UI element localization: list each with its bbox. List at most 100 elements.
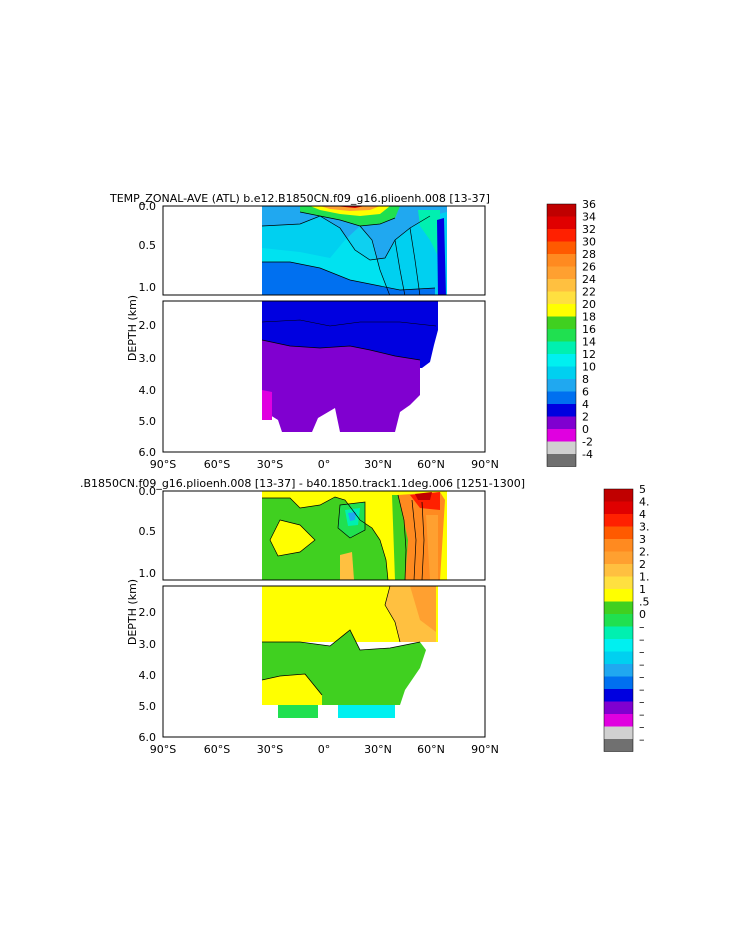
colorbar-1-label-19: -2: [582, 436, 593, 449]
colorbar-1-swatch-7: [547, 291, 576, 304]
colorbar-2-swatch-8: [604, 589, 633, 602]
colorbar-1-label-13: 10: [582, 361, 596, 374]
colorbar-1-label-4: 28: [582, 248, 596, 261]
colorbar-1-label-3: 30: [582, 236, 596, 249]
panel-2-lower-frame: [162, 585, 486, 738]
colorbar-2-swatch-9: [604, 601, 633, 614]
colorbar-2-label-2: 4: [639, 508, 646, 521]
p1-ytick-0: 0.0: [139, 200, 157, 213]
colorbar-2-label-10: 0: [639, 608, 646, 621]
colorbar-1-swatch-2: [547, 229, 576, 242]
colorbar-2-label-4: 3: [639, 533, 646, 546]
colorbar-2-label-6: 2: [639, 558, 646, 571]
panel-1-lower-frame: [162, 300, 486, 453]
colorbar-1-swatch-0: [547, 204, 576, 217]
colorbar-2-label-1: 4.: [639, 496, 650, 509]
colorbar-2-label-7: 1.: [639, 571, 650, 584]
colorbar-2-frame: [603, 488, 634, 752]
p2-ytick-6: 5.0: [139, 700, 157, 713]
p1-xtick-3: 0°: [318, 458, 331, 471]
colorbar-1-swatch-16: [547, 404, 576, 417]
colorbar-1-label-0: 36: [582, 198, 596, 211]
colorbar-2-label-12: –: [639, 633, 645, 646]
colorbar-1-swatch-8: [547, 304, 576, 317]
colorbar-2-swatch-7: [604, 576, 633, 589]
colorbar-1-label-10: 16: [582, 323, 596, 336]
p2-ytick-3: 2.0: [139, 606, 157, 619]
colorbar-1-label-6: 24: [582, 273, 596, 286]
panel-2-colorbar: 54.43.32.21.1.50––––––––––: [603, 483, 650, 752]
colorbar-1-swatch-15: [547, 391, 576, 404]
colorbar-1-label-11: 14: [582, 336, 596, 349]
colorbar-2-label-17: –: [639, 696, 645, 709]
p1-xtick-0: 90°S: [150, 458, 176, 471]
colorbar-2-label-20: –: [639, 733, 645, 746]
colorbar-1-swatch-10: [547, 329, 576, 342]
p1-ytick-5: 4.0: [139, 384, 157, 397]
colorbar-2-swatch-16: [604, 689, 633, 702]
p1-xtick-5: 60°N: [417, 458, 445, 471]
p2-xtick-2: 30°S: [257, 743, 283, 756]
p2-ytick-5: 4.0: [139, 669, 157, 682]
colorbar-2-swatch-10: [604, 614, 633, 627]
colorbar-1-swatch-14: [547, 379, 576, 392]
colorbar-1-swatch-19: [547, 441, 576, 454]
panel-2-upper-frame: [162, 490, 486, 581]
colorbar-2-swatch-17: [604, 701, 633, 714]
colorbar-1-label-17: 2: [582, 411, 589, 424]
p1-xtick-4: 30°N: [364, 458, 392, 471]
panel-1-lower-field: [261, 301, 438, 432]
colorbar-1-label-12: 12: [582, 348, 596, 361]
colorbar-2-swatch-1: [604, 501, 633, 514]
panel-2-lower-field: [261, 586, 438, 718]
colorbar-2-swatch-6: [604, 564, 633, 577]
colorbar-1-label-16: 4: [582, 398, 589, 411]
colorbar-1-swatch-4: [547, 254, 576, 267]
p2-ytick-7: 6.0: [139, 731, 157, 744]
p1-ytick-2: 1.0: [139, 281, 157, 294]
colorbar-2-label-15: –: [639, 671, 645, 684]
colorbar-2-label-0: 5: [639, 483, 646, 496]
p1-xtick-6: 90°N: [471, 458, 499, 471]
p1-ytick-4: 3.0: [139, 352, 157, 365]
colorbar-1-swatch-13: [547, 366, 576, 379]
p2-xticks: 90°S 60°S 30°S 0° 30°N 60°N 90°N: [150, 743, 499, 756]
panel-2: .B1850CN.f09_g16.plioenh.008 [13-37] - b…: [80, 477, 650, 756]
p2-xtick-4: 30°N: [364, 743, 392, 756]
colorbar-1-label-1: 34: [582, 211, 596, 224]
p1-xticks: 90°S 60°S 30°S 0° 30°N 60°N 90°N: [150, 458, 499, 471]
colorbar-1-swatch-12: [547, 354, 576, 367]
colorbar-1-swatch-17: [547, 416, 576, 429]
colorbar-2-swatch-2: [604, 514, 633, 527]
colorbar-1-label-18: 0: [582, 423, 589, 436]
colorbar-1-swatch-3: [547, 241, 576, 254]
colorbar-1-label-8: 20: [582, 298, 596, 311]
colorbar-1-label-5: 26: [582, 261, 596, 274]
colorbar-2-label-16: –: [639, 683, 645, 696]
colorbar-2-swatch-11: [604, 626, 633, 639]
colorbar-2-swatch-12: [604, 639, 633, 652]
colorbar-2-swatch-15: [604, 676, 633, 689]
colorbar-2-swatch-20: [604, 739, 633, 752]
p2-ytick-4: 3.0: [139, 638, 157, 651]
panel-2-title: .B1850CN.f09_g16.plioenh.008 [13-37] - b…: [80, 477, 525, 490]
p1-xtick-1: 60°S: [204, 458, 230, 471]
colorbar-2-label-8: 1: [639, 583, 646, 596]
p1-ytick-3: 2.0: [139, 319, 157, 332]
panel-1-upper-frame: [162, 205, 486, 296]
p2-ytick-1: 0.5: [139, 525, 157, 538]
colorbar-2-swatch-3: [604, 526, 633, 539]
panel-1-upper-field: [261, 206, 447, 295]
colorbar-1-swatch-9: [547, 316, 576, 329]
panel-1: TEMP_ZONAL-AVE (ATL) b.e12.B1850CN.f09_g…: [109, 192, 596, 471]
colorbar-2-swatch-18: [604, 714, 633, 727]
p2-xtick-1: 60°S: [204, 743, 230, 756]
colorbar-1-label-14: 8: [582, 373, 589, 386]
colorbar-1-label-15: 6: [582, 386, 589, 399]
p1-ylabel: DEPTH (km): [126, 295, 139, 361]
colorbar-1-swatch-18: [547, 429, 576, 442]
colorbar-1-swatch-6: [547, 279, 576, 292]
colorbar-2-label-11: –: [639, 621, 645, 634]
colorbar-1-swatch-5: [547, 266, 576, 279]
